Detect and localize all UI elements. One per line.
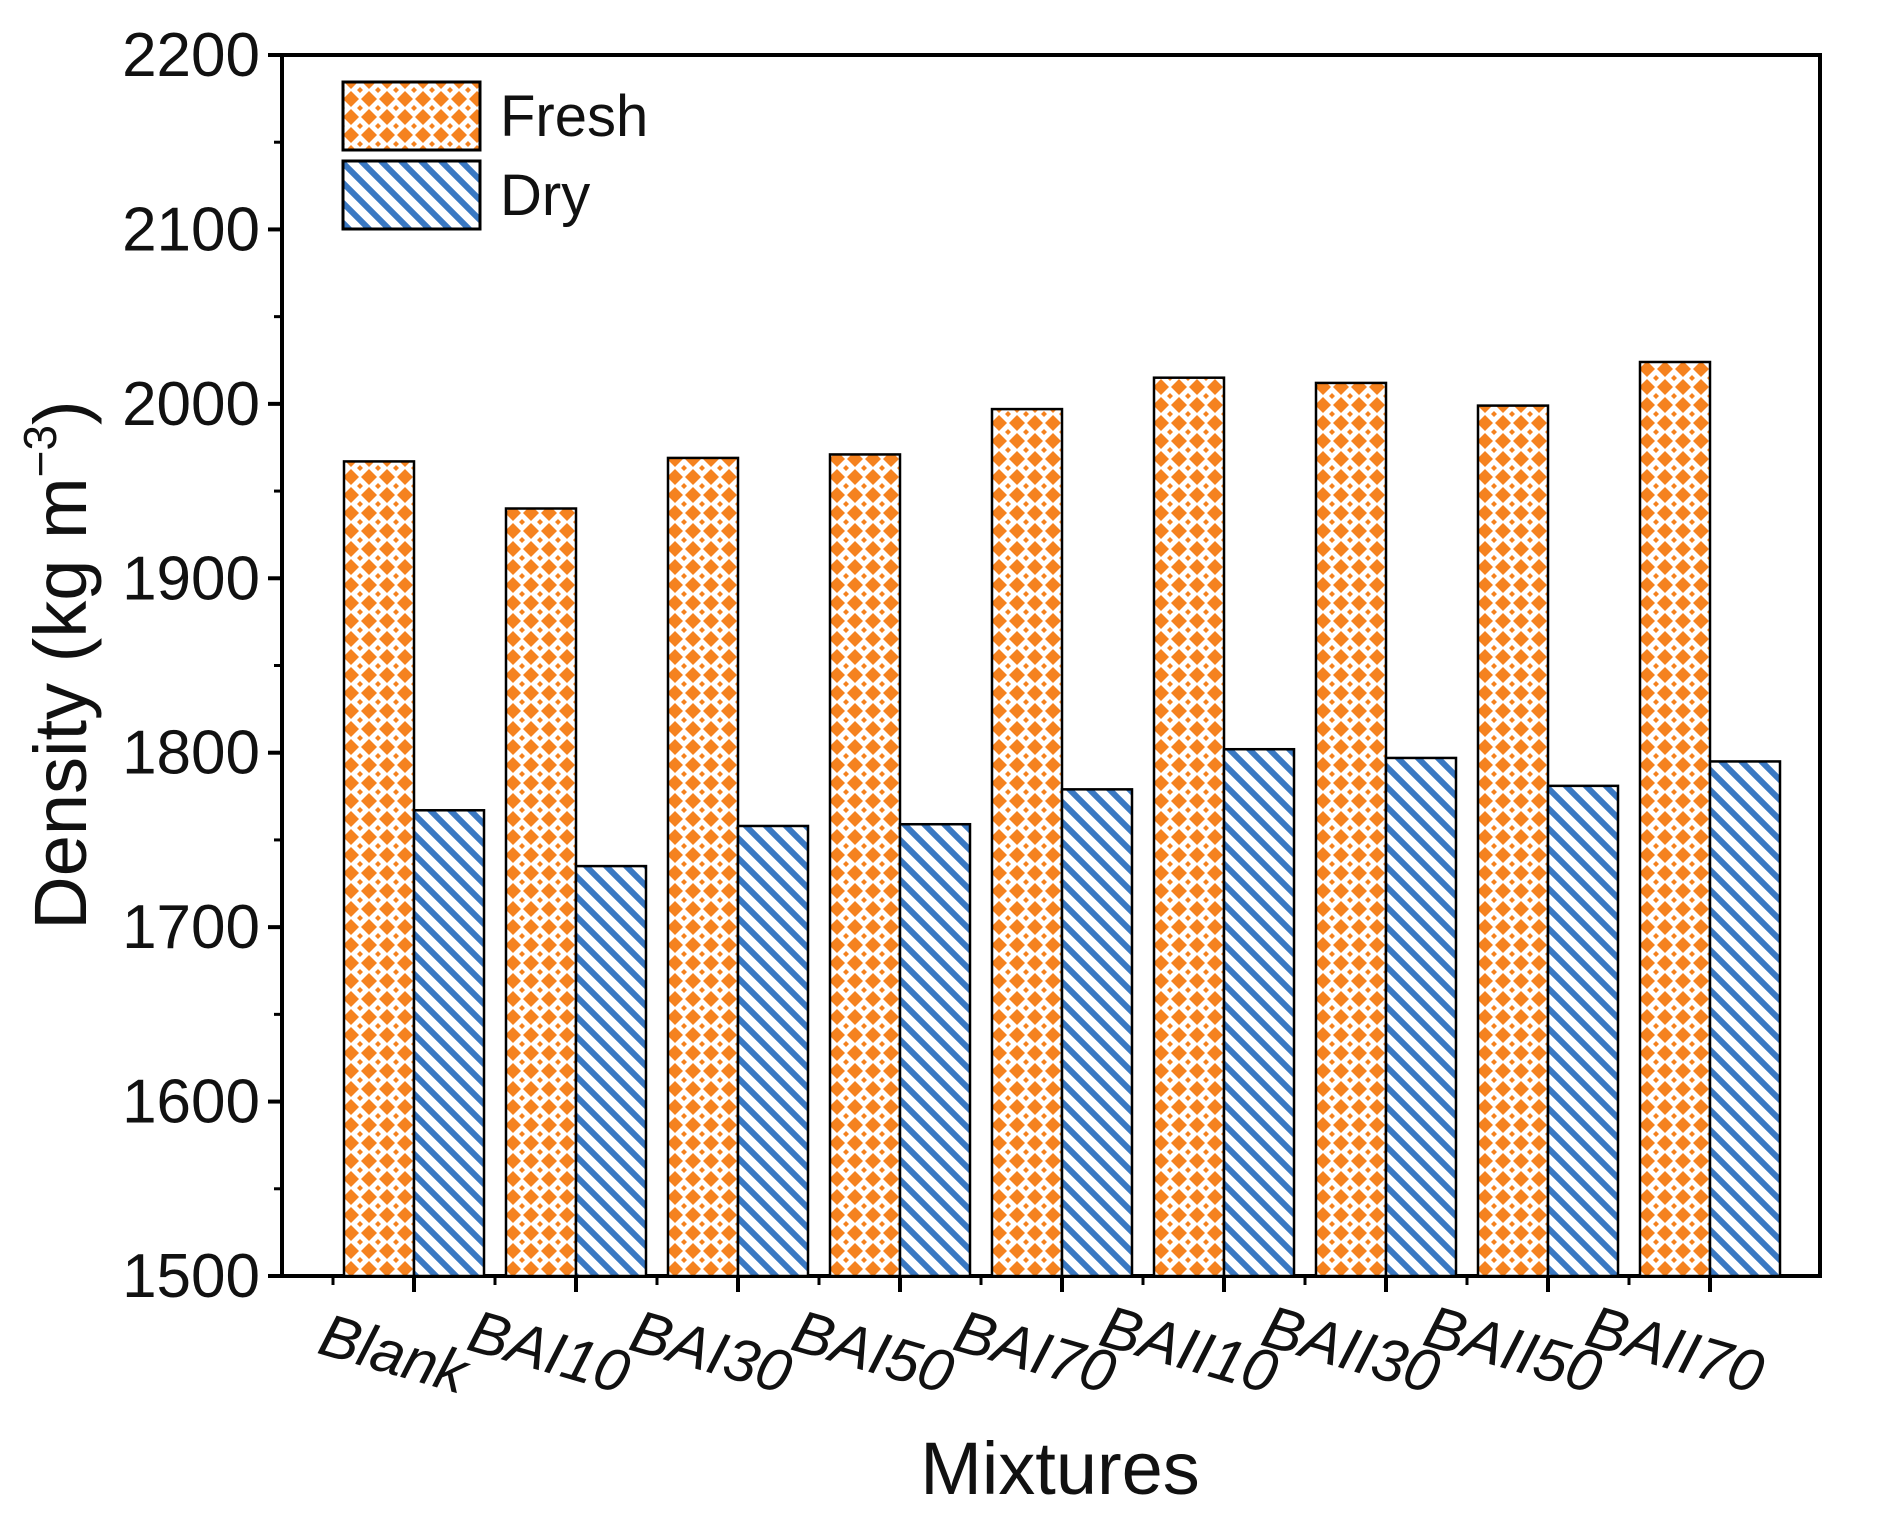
y-axis-title-close: ) bbox=[19, 400, 102, 425]
bar-dry-bai70 bbox=[1060, 788, 1134, 1278]
bar-fresh-blank bbox=[342, 460, 416, 1278]
x-axis: BlankBAI10BAI30BAI50BAI70BAII10BAII30BAI… bbox=[312, 1276, 1771, 1407]
bar-dry-baii50 bbox=[1546, 784, 1620, 1278]
bar-fresh-baii30 bbox=[1314, 381, 1388, 1278]
legend: Fresh Dry bbox=[341, 80, 648, 231]
bar-fresh-baii10 bbox=[1152, 376, 1226, 1278]
bar-fresh-baii50 bbox=[1476, 404, 1550, 1278]
y-tick-label: 1900 bbox=[122, 544, 260, 613]
y-axis-title-superscript: −3 bbox=[14, 425, 66, 477]
bar-fresh-baii70 bbox=[1638, 360, 1712, 1278]
legend-label-dry: Dry bbox=[500, 163, 590, 228]
legend-swatch-dry bbox=[341, 159, 482, 231]
x-tick-label: BAI50 bbox=[785, 1297, 961, 1406]
x-tick-label: BAII10 bbox=[1093, 1292, 1285, 1406]
y-tick-label: 1500 bbox=[122, 1242, 260, 1311]
x-tick-label: BAI30 bbox=[623, 1297, 799, 1406]
y-tick-label: 2100 bbox=[122, 195, 260, 264]
y-tick-label: 2200 bbox=[122, 21, 260, 90]
bar-fresh-bai30 bbox=[666, 456, 740, 1278]
x-tick-label: Blank bbox=[312, 1301, 478, 1408]
x-tick-label: BAII50 bbox=[1417, 1292, 1609, 1406]
bar-fresh-bai70 bbox=[990, 407, 1064, 1278]
y-tick-label: 1800 bbox=[122, 719, 260, 788]
x-tick-label: BAI10 bbox=[461, 1297, 637, 1406]
bar-dry-bai30 bbox=[736, 824, 810, 1278]
y-axis: 1500 1600 1700 1800 1900 2000 2100 2200 bbox=[122, 21, 282, 1311]
y-tick-label: 1700 bbox=[122, 893, 260, 962]
legend-label-fresh: Fresh bbox=[500, 84, 648, 149]
bar-fresh-bai50 bbox=[828, 453, 902, 1278]
bar-fresh-bai10 bbox=[504, 507, 578, 1278]
bar-dry-blank bbox=[412, 809, 486, 1278]
x-tick-label: BAII30 bbox=[1255, 1292, 1447, 1406]
y-tick-label: 1600 bbox=[122, 1068, 260, 1137]
bar-dry-bai50 bbox=[898, 822, 972, 1278]
legend-swatch-fresh bbox=[341, 80, 482, 152]
bar-dry-bai10 bbox=[574, 864, 648, 1278]
bar-dry-baii70 bbox=[1708, 760, 1782, 1278]
x-tick-label: BAII70 bbox=[1579, 1292, 1771, 1406]
y-axis-title: Density (kg m−3) bbox=[14, 400, 102, 929]
y-axis-title-main: Density (kg m bbox=[19, 477, 102, 929]
x-axis-title: Mixtures bbox=[920, 1427, 1200, 1510]
bar-dry-baii10 bbox=[1222, 747, 1296, 1278]
bars-group bbox=[342, 360, 1782, 1278]
y-tick-label: 2000 bbox=[122, 370, 260, 439]
bar-dry-baii30 bbox=[1384, 756, 1458, 1278]
